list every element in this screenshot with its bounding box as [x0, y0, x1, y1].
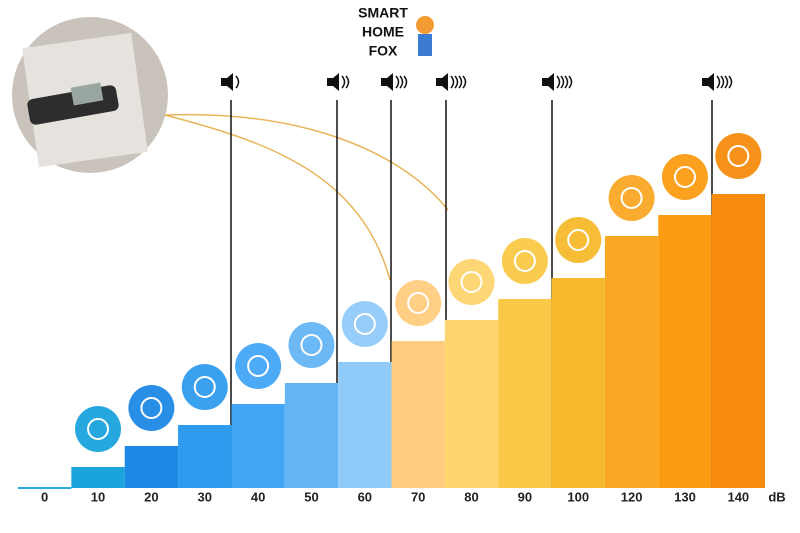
speaker-wave — [568, 75, 573, 89]
bar — [711, 194, 765, 488]
bar — [71, 467, 125, 488]
x-tick-label: 130 — [674, 489, 696, 504]
icon-detail — [87, 418, 110, 440]
speaker-icon — [327, 78, 333, 86]
speaker-wave — [341, 75, 346, 89]
icon-detail — [407, 292, 430, 314]
bar — [391, 341, 445, 488]
icon — [341, 301, 388, 347]
icon — [555, 217, 602, 263]
x-tick-label: 50 — [304, 489, 318, 504]
icon-detail — [300, 334, 323, 356]
x-tick-label: 90 — [518, 489, 532, 504]
bar — [18, 487, 72, 489]
x-tick-label: 80 — [464, 489, 478, 504]
x-tick-label: 120 — [621, 489, 643, 504]
icon-detail — [727, 145, 750, 167]
speaker-wave — [720, 75, 725, 89]
bar — [178, 425, 232, 488]
speaker-icon — [442, 73, 448, 91]
speaker-wave — [399, 75, 404, 89]
sensor-photo — [12, 17, 168, 173]
speaker-wave — [716, 75, 721, 89]
bar — [551, 278, 605, 488]
bar — [658, 215, 712, 488]
speaker-wave — [454, 75, 459, 89]
speaker-icon — [708, 73, 714, 91]
x-tick-label: 140 — [727, 489, 749, 504]
x-tick-label: 40 — [251, 489, 265, 504]
icon — [288, 322, 335, 368]
speaker-wave — [345, 75, 350, 89]
speaker-icon — [436, 78, 442, 86]
speaker-wave — [403, 75, 408, 89]
icon-detail — [673, 166, 696, 188]
icon — [608, 175, 655, 221]
icon-detail — [247, 355, 270, 377]
x-tick-label: 100 — [567, 489, 589, 504]
icon — [128, 385, 175, 431]
icon-detail — [567, 229, 590, 251]
icon-detail — [513, 250, 536, 272]
speaker-icon — [548, 73, 554, 91]
icon — [501, 238, 548, 284]
logo-text: HOME — [362, 24, 404, 40]
bar — [444, 320, 499, 488]
speaker-wave — [450, 75, 455, 89]
speaker-icon — [542, 78, 548, 86]
speaker-icon — [381, 78, 387, 86]
bar — [338, 362, 392, 488]
x-tick-label: 60 — [358, 489, 372, 504]
speaker-wave — [462, 75, 467, 89]
icon — [715, 133, 762, 179]
x-tick-label: 20 — [144, 489, 158, 504]
bar — [284, 383, 339, 488]
x-tick-label: 70 — [411, 489, 425, 504]
x-tick-label: 30 — [198, 489, 212, 504]
icon-detail — [620, 187, 643, 209]
speaker-wave — [395, 75, 400, 89]
speaker-wave — [556, 75, 561, 89]
icon-detail — [140, 397, 163, 419]
speaker-wave — [560, 75, 565, 89]
bar — [231, 404, 285, 488]
speaker-wave — [564, 75, 569, 89]
bar — [604, 236, 659, 488]
icon — [75, 406, 122, 452]
speaker-wave — [728, 75, 733, 89]
logo-text: FOX — [369, 43, 398, 59]
icon-detail — [193, 376, 216, 398]
speaker-icon — [702, 78, 708, 86]
speaker-icon — [387, 73, 393, 91]
speaker-icon — [227, 73, 233, 91]
x-tick-label: 0 — [41, 489, 48, 504]
bar — [124, 446, 179, 488]
icon-detail — [353, 313, 376, 335]
speaker-wave — [235, 75, 240, 89]
speaker-wave — [458, 75, 463, 89]
unit-label: dB — [768, 489, 785, 504]
arrow — [164, 114, 391, 281]
icon — [395, 280, 442, 326]
logo: SMART HOME FOX — [358, 5, 434, 59]
icon-detail — [460, 271, 483, 293]
logo-text: SMART — [358, 5, 408, 21]
icon — [181, 364, 228, 410]
icon — [235, 343, 282, 389]
bar — [498, 299, 552, 488]
icon — [448, 259, 495, 305]
arrow — [164, 113, 449, 211]
x-tick-label: 10 — [91, 489, 105, 504]
speaker-icon — [221, 78, 227, 86]
speaker-icon — [333, 73, 339, 91]
speaker-wave — [724, 75, 729, 89]
icon — [661, 154, 708, 200]
